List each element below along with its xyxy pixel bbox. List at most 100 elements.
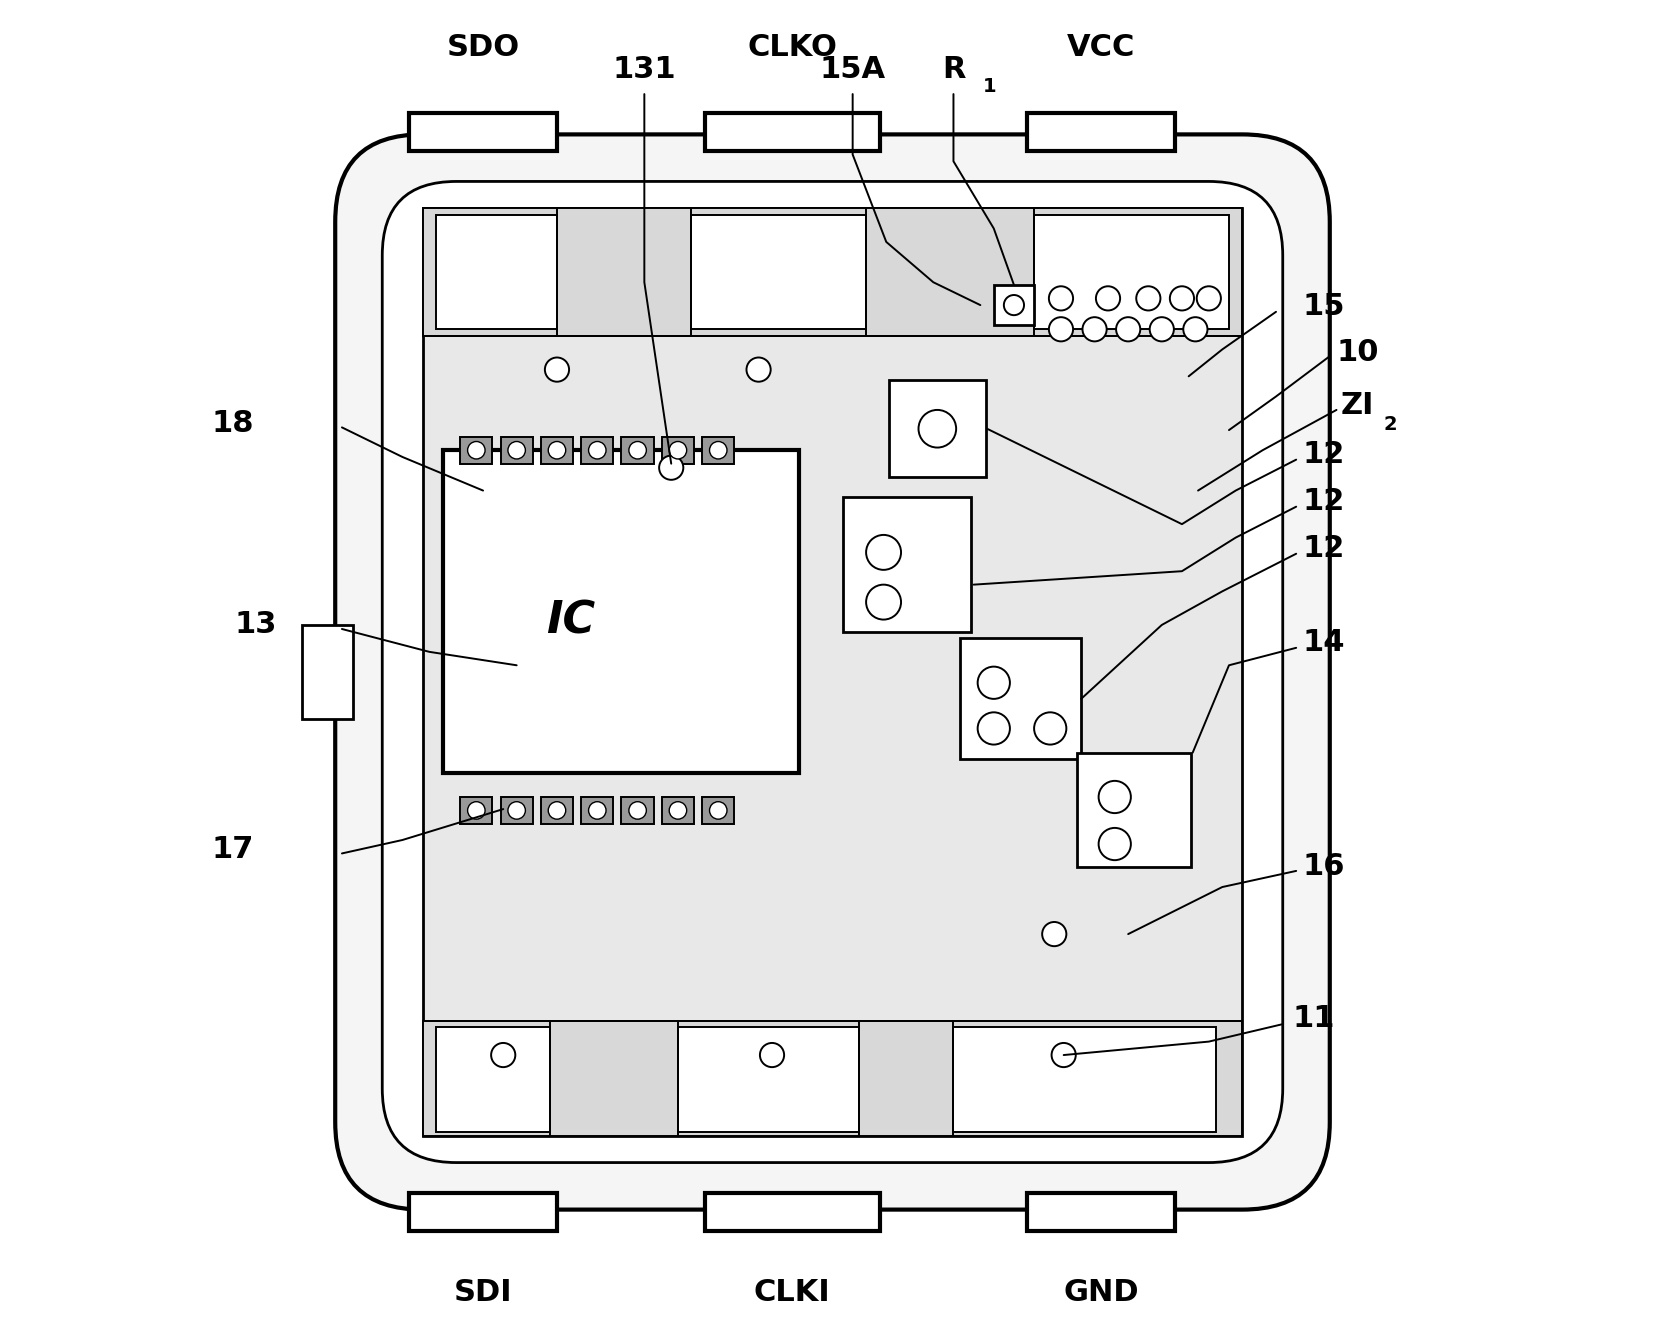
Bar: [1027, 1193, 1175, 1231]
Circle shape: [508, 441, 526, 460]
Text: 10: 10: [1336, 337, 1378, 367]
Text: 131: 131: [612, 55, 676, 85]
Bar: [621, 797, 654, 824]
Text: 12: 12: [1303, 487, 1345, 516]
Circle shape: [1196, 286, 1220, 310]
Bar: [621, 437, 654, 464]
Circle shape: [547, 441, 566, 460]
Text: 15: 15: [1303, 292, 1345, 321]
Bar: [501, 797, 532, 824]
Circle shape: [669, 801, 686, 818]
Text: GND: GND: [1063, 1278, 1138, 1308]
Circle shape: [1183, 317, 1206, 341]
FancyBboxPatch shape: [383, 181, 1281, 1163]
Bar: [459, 437, 493, 464]
Circle shape: [865, 585, 900, 620]
Circle shape: [659, 456, 682, 480]
Circle shape: [1003, 294, 1023, 314]
Circle shape: [1033, 712, 1065, 745]
Bar: [423, 208, 1241, 1136]
Circle shape: [919, 410, 955, 448]
Circle shape: [1115, 317, 1140, 341]
Bar: [661, 437, 694, 464]
Bar: [541, 437, 572, 464]
Bar: [1033, 215, 1228, 329]
Bar: [704, 113, 879, 151]
Bar: [409, 1193, 557, 1231]
Circle shape: [1150, 317, 1173, 341]
Circle shape: [544, 358, 569, 382]
Text: 14: 14: [1303, 628, 1345, 657]
Bar: [691, 215, 865, 329]
Circle shape: [508, 801, 526, 818]
Circle shape: [547, 801, 566, 818]
Bar: [443, 450, 799, 773]
Circle shape: [709, 801, 727, 818]
Bar: [581, 797, 612, 824]
Bar: [704, 1193, 879, 1231]
Text: 2: 2: [1383, 415, 1396, 434]
Text: 12: 12: [1303, 534, 1345, 563]
Text: SDO: SDO: [446, 32, 519, 62]
Circle shape: [587, 441, 606, 460]
Text: 13: 13: [235, 610, 276, 640]
Bar: [301, 625, 353, 719]
Bar: [1077, 753, 1191, 867]
Bar: [459, 797, 493, 824]
Bar: [409, 113, 557, 151]
Bar: [889, 380, 985, 477]
Text: 12: 12: [1303, 439, 1345, 469]
Circle shape: [1135, 286, 1160, 310]
Bar: [702, 437, 734, 464]
Bar: [702, 797, 734, 824]
Bar: [501, 437, 532, 464]
Circle shape: [587, 801, 606, 818]
Circle shape: [1052, 1043, 1075, 1067]
Circle shape: [629, 801, 646, 818]
Text: 11: 11: [1291, 1004, 1335, 1034]
Circle shape: [977, 712, 1010, 745]
Bar: [842, 497, 970, 632]
Text: SDI: SDI: [454, 1278, 513, 1308]
Bar: [953, 1027, 1215, 1132]
Circle shape: [468, 441, 484, 460]
FancyBboxPatch shape: [334, 134, 1330, 1210]
Bar: [960, 638, 1080, 759]
Bar: [661, 797, 694, 824]
Circle shape: [709, 441, 727, 460]
Bar: [993, 285, 1033, 325]
Text: CLKO: CLKO: [747, 32, 837, 62]
Bar: [581, 437, 612, 464]
Circle shape: [468, 801, 484, 818]
Circle shape: [1048, 286, 1072, 310]
Text: 17: 17: [211, 835, 255, 864]
Text: ZI: ZI: [1340, 391, 1373, 421]
Circle shape: [1095, 286, 1120, 310]
Text: R: R: [942, 55, 965, 85]
Circle shape: [759, 1043, 784, 1067]
Text: CLKI: CLKI: [754, 1278, 830, 1308]
Circle shape: [669, 441, 686, 460]
Circle shape: [977, 667, 1010, 699]
Circle shape: [1098, 781, 1130, 813]
Text: 18: 18: [211, 409, 255, 438]
Circle shape: [1048, 317, 1072, 341]
Circle shape: [1042, 922, 1065, 946]
Circle shape: [629, 441, 646, 460]
Bar: [1027, 113, 1175, 151]
Text: 16: 16: [1303, 852, 1345, 882]
Bar: [423, 1021, 1241, 1136]
Text: IC: IC: [546, 599, 594, 642]
Circle shape: [1098, 828, 1130, 860]
Bar: [541, 797, 572, 824]
Bar: [436, 1027, 549, 1132]
Text: 15A: 15A: [819, 55, 885, 85]
Bar: [436, 215, 557, 329]
Circle shape: [1170, 286, 1193, 310]
Circle shape: [865, 535, 900, 570]
Circle shape: [491, 1043, 514, 1067]
Circle shape: [745, 358, 770, 382]
Bar: [423, 208, 1241, 336]
Text: VCC: VCC: [1067, 32, 1135, 62]
Bar: [677, 1027, 859, 1132]
